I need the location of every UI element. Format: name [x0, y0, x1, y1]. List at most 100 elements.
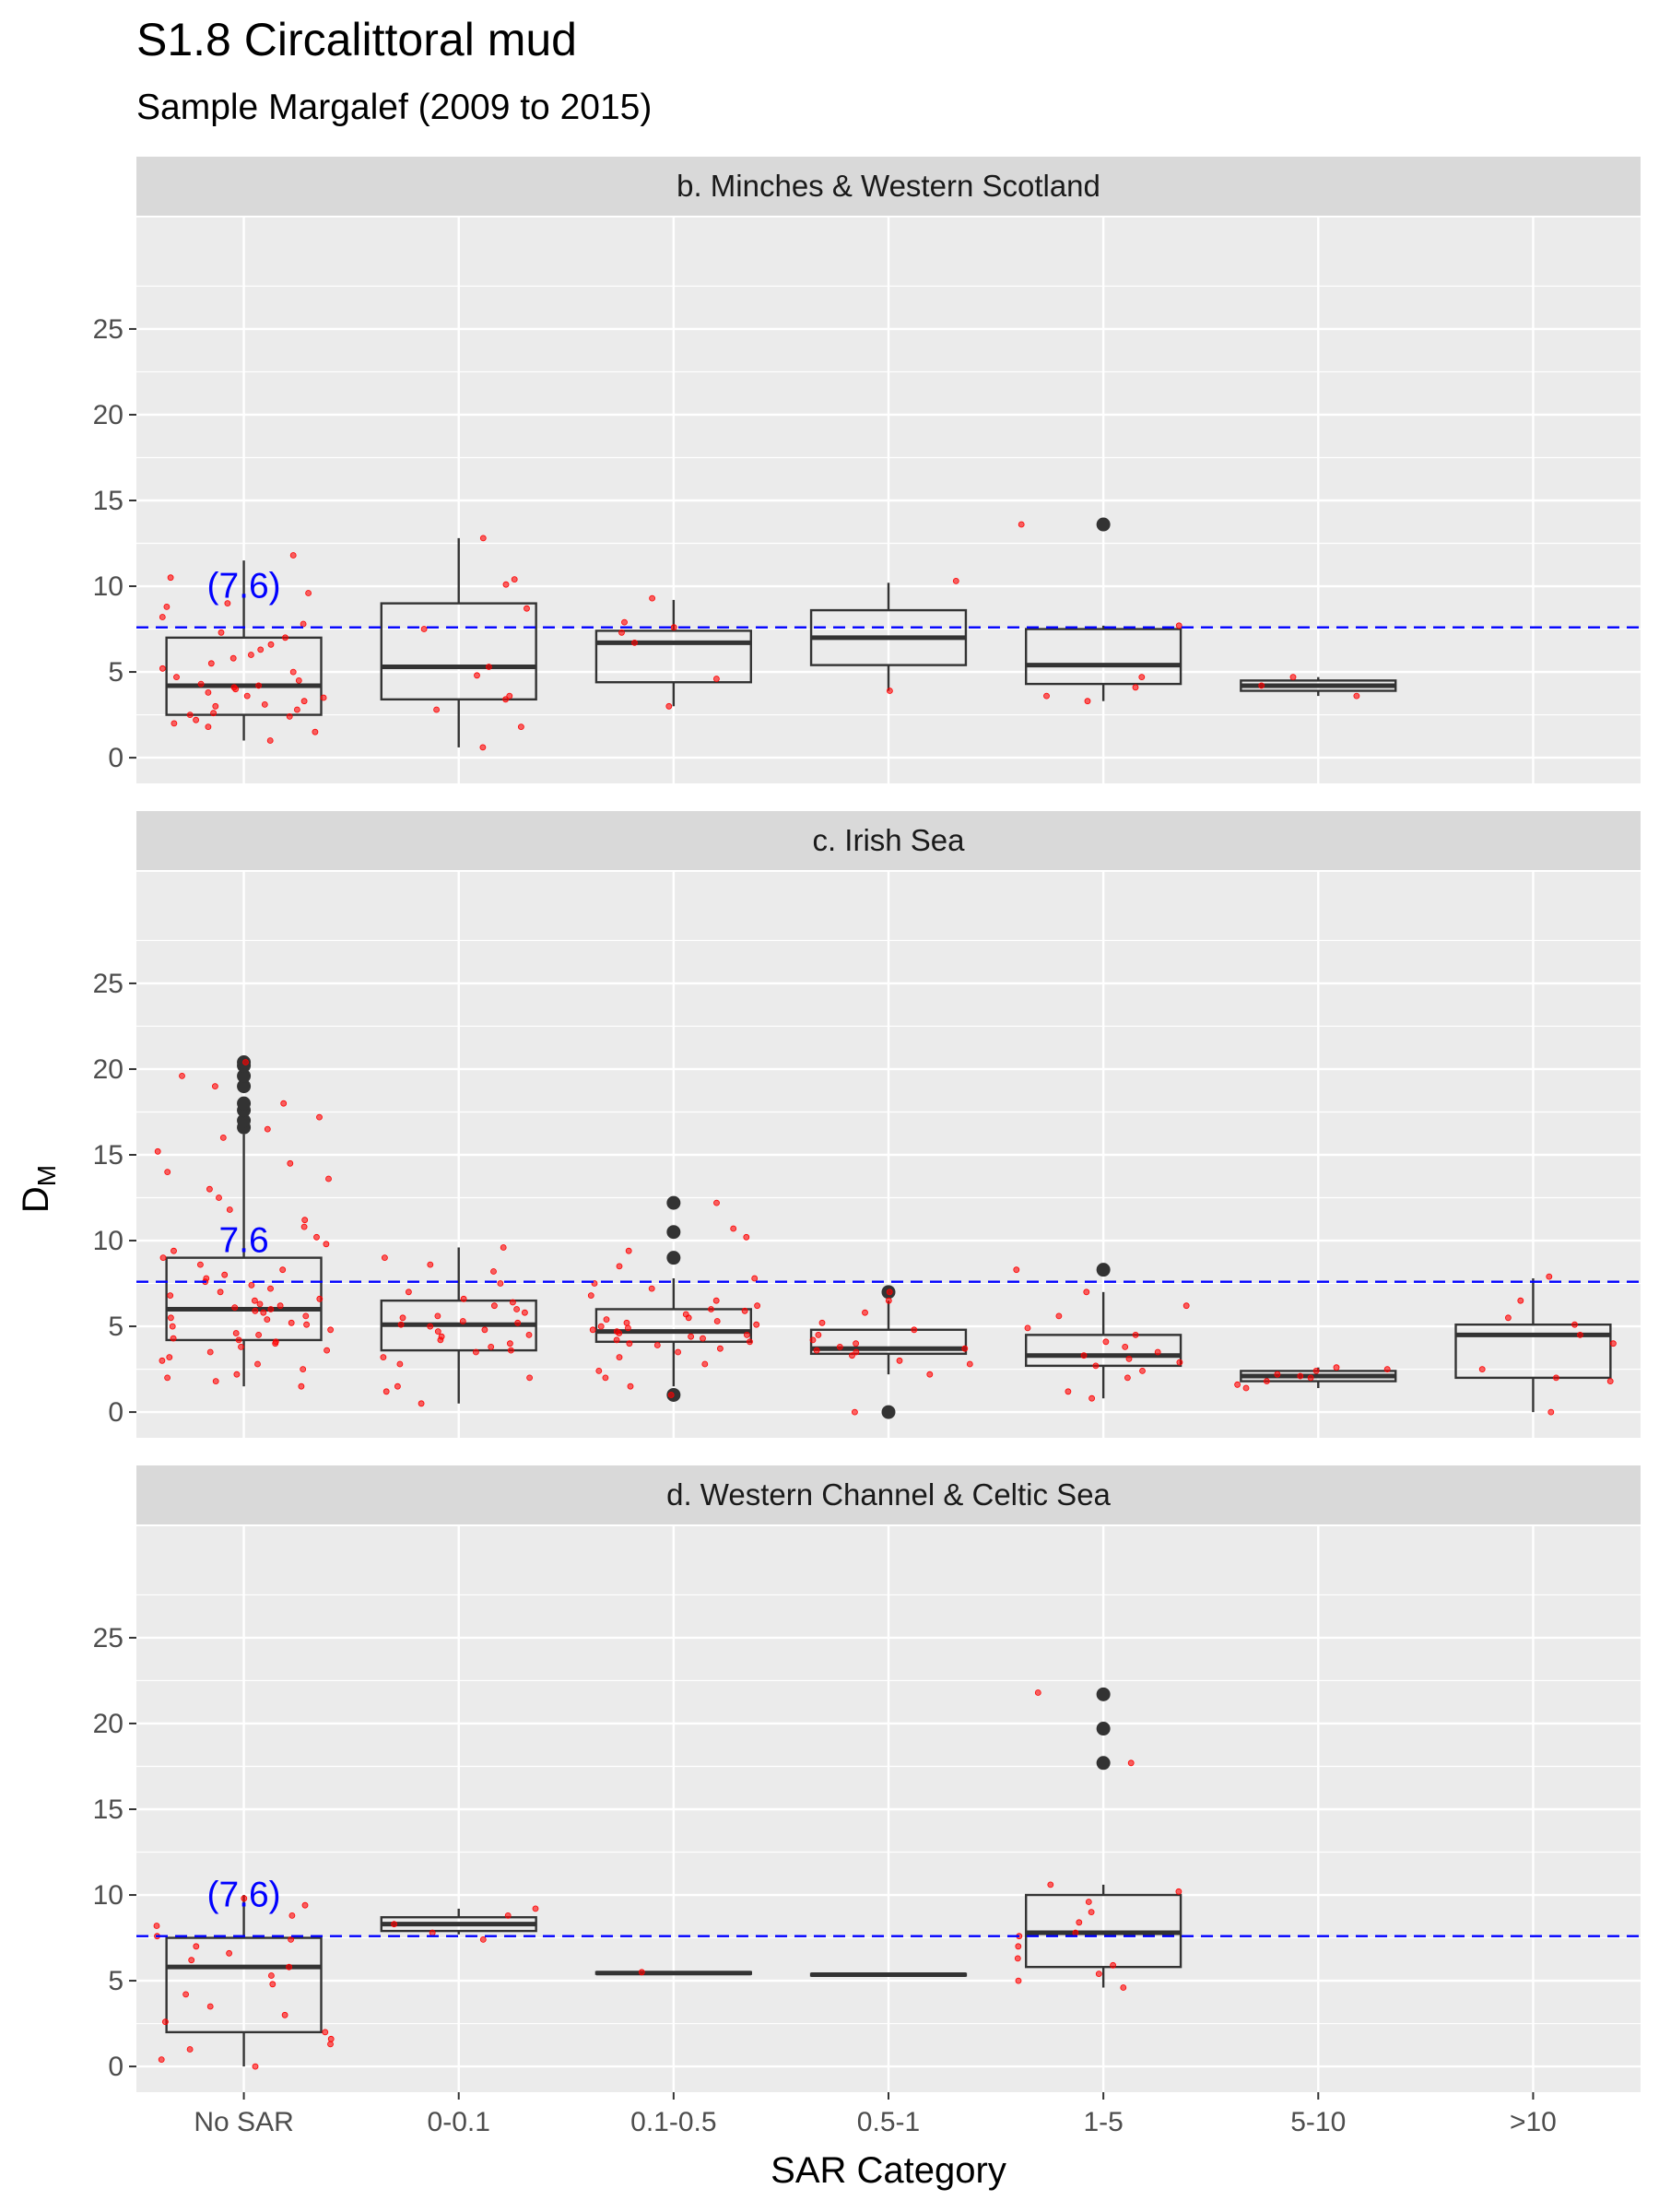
jitter-point	[427, 1323, 434, 1330]
jitter-point	[911, 1326, 918, 1334]
jitter-point	[603, 1316, 610, 1323]
jitter-point	[286, 1963, 293, 1971]
y-tick-label: 0	[108, 1397, 124, 1428]
jitter-point	[167, 1314, 174, 1322]
jitter-point	[286, 713, 293, 720]
jitter-point	[1606, 1378, 1614, 1384]
jitter-point	[688, 1333, 694, 1340]
outlier-point	[1096, 1756, 1111, 1771]
jitter-point	[744, 1332, 750, 1338]
jitter-point	[300, 1366, 307, 1372]
jitter-point	[862, 1309, 868, 1316]
jitter-point	[751, 1275, 759, 1282]
jitter-point	[631, 640, 638, 646]
jitter-point	[257, 646, 265, 653]
jitter-point	[1289, 674, 1297, 680]
jitter-point	[670, 624, 677, 631]
jitter-point	[1085, 1899, 1092, 1905]
jitter-point	[747, 1338, 753, 1346]
jitter-point	[613, 1336, 620, 1344]
facet-strip-label: d. Western Channel & Celtic Sea	[666, 1477, 1111, 1512]
jitter-point	[280, 1100, 288, 1107]
jitter-point	[522, 1309, 528, 1316]
jitter-point	[479, 744, 487, 751]
jitter-point	[1353, 692, 1360, 700]
jitter-point	[256, 1300, 264, 1308]
jitter-point	[173, 674, 180, 680]
jitter-point	[1571, 1321, 1578, 1328]
jitter-point	[1176, 1359, 1183, 1366]
jitter-point	[217, 1288, 224, 1296]
boxplot-1-5	[1014, 1687, 1182, 1991]
jitter-point	[380, 1354, 387, 1360]
jitter-point	[316, 1113, 323, 1121]
jitter-point	[613, 1328, 620, 1335]
jitter-point	[852, 1408, 858, 1416]
jitter-point	[616, 1354, 623, 1360]
jitter-point	[1014, 1955, 1021, 1962]
jitter-point	[267, 1306, 275, 1312]
jitter-point	[267, 1285, 274, 1292]
jitter-point	[153, 1923, 160, 1929]
jitter-point	[1015, 1977, 1022, 1984]
jitter-point	[708, 1306, 714, 1312]
outlier-point	[1096, 1722, 1111, 1736]
jitter-point	[1110, 1961, 1116, 1969]
jitter-point	[966, 1360, 973, 1368]
jitter-point	[167, 574, 174, 582]
jitter-point	[272, 1338, 279, 1346]
jitter-point	[1577, 1332, 1583, 1338]
jitter-point	[849, 1352, 855, 1359]
jitter-point	[170, 1335, 177, 1342]
jitter-point	[301, 1901, 309, 1909]
jitter-point	[625, 1247, 632, 1254]
jitter-point	[1122, 1344, 1129, 1350]
jitter-point	[626, 1340, 633, 1347]
jitter-point	[595, 1368, 603, 1374]
jitter-point	[1383, 1366, 1391, 1372]
jitter-point	[212, 702, 219, 710]
y-tick-label: 20	[93, 400, 124, 430]
jitter-point	[1610, 1340, 1617, 1347]
jitter-point	[887, 688, 893, 694]
jitter-point	[518, 724, 524, 730]
jitter-point	[196, 1261, 204, 1268]
boxplot-5-10	[1240, 674, 1397, 700]
jitter-point	[264, 1125, 271, 1133]
jitter-point	[1024, 1324, 1031, 1332]
outlier-point	[1096, 517, 1111, 532]
reference-label: 7.6	[218, 1221, 268, 1261]
jitter-point	[1018, 521, 1025, 528]
jitter-point	[896, 1357, 903, 1364]
jitter-point	[434, 1312, 441, 1320]
jitter-point	[206, 1348, 214, 1356]
jitter-point	[288, 1912, 296, 1919]
outlier-point	[666, 1195, 681, 1210]
jitter-point	[853, 1348, 860, 1356]
jitter-point	[616, 1263, 623, 1270]
facet-strip	[136, 157, 1641, 216]
jitter-point	[1175, 622, 1182, 629]
jitter-point	[206, 2003, 214, 2010]
box-iqr	[380, 602, 537, 701]
boxplot-0-1-0-5	[594, 594, 752, 710]
jitter-point	[1080, 1352, 1088, 1359]
jitter-point	[1274, 1371, 1281, 1378]
jitter-point	[1505, 1314, 1512, 1322]
jitter-point	[675, 1348, 681, 1356]
jitter-point	[252, 1307, 259, 1314]
jitter-point	[1065, 1388, 1072, 1395]
box-iqr	[165, 636, 323, 716]
y-axis-title: DM	[16, 1165, 61, 1213]
jitter-point	[207, 660, 215, 667]
outlier-point	[666, 1225, 681, 1240]
jitter-point	[504, 1912, 512, 1919]
x-tick-label: 0.5-1	[857, 2107, 920, 2137]
jitter-point	[242, 1059, 249, 1065]
jitter-point	[300, 1223, 308, 1230]
jitter-point	[269, 1981, 276, 1988]
jitter-point	[233, 1371, 241, 1378]
y-tick-label: 20	[93, 1054, 124, 1085]
jitter-point	[1076, 1919, 1083, 1926]
jitter-point	[267, 641, 275, 648]
